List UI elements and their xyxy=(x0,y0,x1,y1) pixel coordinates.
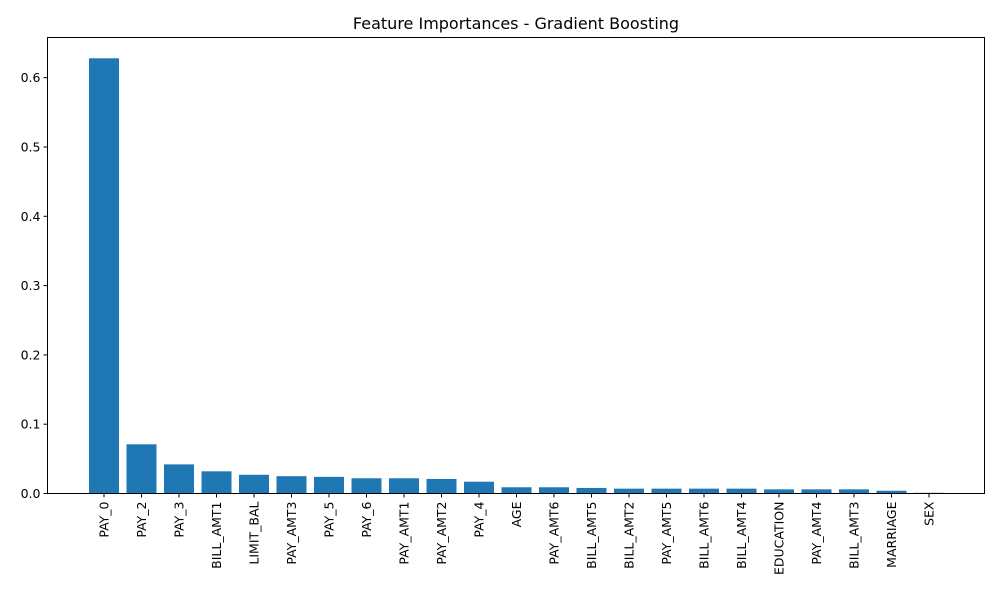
x-tick-label: BILL_AMT2 xyxy=(622,502,637,569)
bar-education xyxy=(764,489,794,494)
bar-marriage xyxy=(876,490,907,494)
bar-pay-3 xyxy=(164,464,194,494)
bar-pay-0 xyxy=(89,58,119,494)
x-tick-label: PAY_3 xyxy=(172,502,187,538)
y-tick-label: 0.1 xyxy=(21,417,41,432)
bar-pay-4 xyxy=(464,481,494,494)
x-tick-label: AGE xyxy=(509,501,524,527)
x-tick-label: PAY_0 xyxy=(97,501,112,537)
bar-bill-amt5 xyxy=(576,487,607,494)
y-tick-label: 0.5 xyxy=(21,139,41,154)
y-axis: 0.0 0.1 0.2 0.3 0.4 0.5 0.6 xyxy=(21,70,48,501)
y-tick-label: 0.6 xyxy=(21,70,41,85)
bar-bill-amt2 xyxy=(614,488,644,494)
x-tick-label: BILL_AMT3 xyxy=(847,502,862,569)
bars-group xyxy=(89,58,944,494)
bar-limit-bal xyxy=(239,474,269,494)
x-tick-label: PAY_AMT6 xyxy=(547,501,562,564)
y-tick-label: 0.0 xyxy=(21,486,41,501)
x-tick-label: PAY_AMT2 xyxy=(434,502,449,565)
x-tick-label: BILL_AMT1 xyxy=(209,502,224,569)
bar-pay-amt4 xyxy=(801,489,832,494)
plot-frame xyxy=(47,37,985,494)
bar-pay-amt3 xyxy=(276,476,307,494)
bar-pay-5 xyxy=(314,476,344,494)
bar-bill-amt3 xyxy=(839,489,869,494)
bar-bill-amt4 xyxy=(726,488,757,494)
chart-title: Feature Importances - Gradient Boosting xyxy=(353,14,679,33)
x-tick-label: PAY_AMT4 xyxy=(809,501,824,564)
x-tick-label: BILL_AMT5 xyxy=(584,502,599,569)
x-tick-label: PAY_AMT1 xyxy=(397,502,412,565)
x-tick-label: PAY_AMT3 xyxy=(284,502,299,565)
x-tick-label: PAY_4 xyxy=(472,501,487,537)
x-axis: PAY_0 PAY_2 PAY_3 BILL_AMT1 LIMIT_BAL PAY_AMT… xyxy=(97,493,937,576)
bar-bill-amt6 xyxy=(689,488,719,494)
bar-bill-amt1 xyxy=(201,471,232,494)
bar-age xyxy=(501,487,532,494)
x-tick-label: SEX xyxy=(922,501,937,526)
bar-pay-amt2 xyxy=(426,478,457,494)
y-tick-label: 0.4 xyxy=(21,209,41,224)
x-tick-label: PAY_AMT5 xyxy=(659,502,674,565)
y-tick-label: 0.2 xyxy=(21,347,41,362)
x-tick-label: PAY_5 xyxy=(322,502,337,538)
bar-pay-amt5 xyxy=(651,488,682,494)
x-tick-label: BILL_AMT6 xyxy=(697,501,712,568)
x-tick-label: BILL_AMT4 xyxy=(734,501,749,568)
x-tick-label: LIMIT_BAL xyxy=(247,501,262,564)
x-tick-label: EDUCATION xyxy=(772,502,787,576)
bar-pay-2 xyxy=(126,444,157,494)
x-tick-label: PAY_6 xyxy=(359,501,374,537)
bar-pay-6 xyxy=(351,478,382,494)
bar-pay-amt1 xyxy=(389,478,419,494)
bar-pay-amt6 xyxy=(539,487,569,494)
y-tick-label: 0.3 xyxy=(21,278,41,293)
x-tick-label: PAY_2 xyxy=(134,502,149,538)
x-tick-label: MARRIAGE xyxy=(884,501,899,567)
